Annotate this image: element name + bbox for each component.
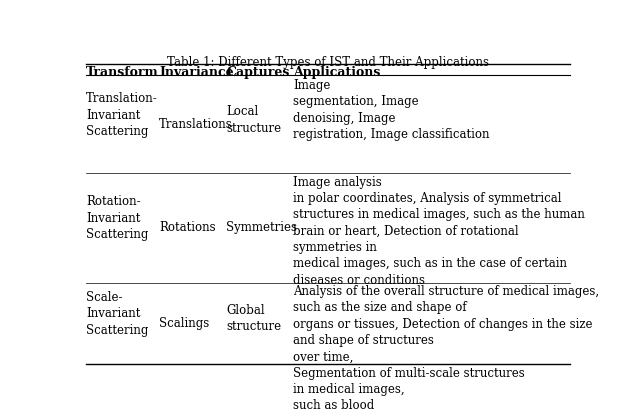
Text: Image
segmentation, Image
denoising, Image
registration, Image classification: Image segmentation, Image denoising, Ima… bbox=[293, 79, 490, 141]
Text: Local
structure: Local structure bbox=[227, 105, 282, 135]
Text: Symmetries: Symmetries bbox=[227, 221, 298, 234]
Text: Rotations: Rotations bbox=[159, 221, 216, 234]
Text: Transform: Transform bbox=[86, 66, 159, 79]
Text: Rotation-
Invariant
Scattering: Rotation- Invariant Scattering bbox=[86, 195, 148, 241]
Text: Table 1: Different Types of IST and Their Applications: Table 1: Different Types of IST and Thei… bbox=[167, 56, 489, 69]
Text: Invariance: Invariance bbox=[159, 66, 234, 79]
Text: Captures: Captures bbox=[227, 66, 290, 79]
Text: Global
structure: Global structure bbox=[227, 304, 282, 333]
Text: Analysis of the overall structure of medical images,
such as the size and shape : Analysis of the overall structure of med… bbox=[293, 285, 600, 412]
Text: Applications: Applications bbox=[293, 66, 381, 79]
Text: Scalings: Scalings bbox=[159, 317, 210, 330]
Text: Translation-
Invariant
Scattering: Translation- Invariant Scattering bbox=[86, 92, 157, 138]
Text: Translations: Translations bbox=[159, 118, 233, 131]
Text: Scale-
Invariant
Scattering: Scale- Invariant Scattering bbox=[86, 291, 148, 337]
Text: Image analysis
in polar coordinates, Analysis of symmetrical
structures in medic: Image analysis in polar coordinates, Ana… bbox=[293, 176, 585, 286]
